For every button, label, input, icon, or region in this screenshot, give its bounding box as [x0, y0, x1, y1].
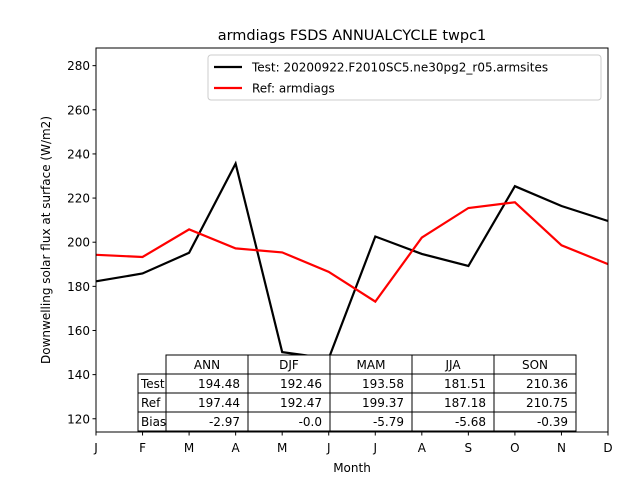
x-tick-label: M: [277, 441, 287, 455]
table-row-label: Ref: [141, 396, 161, 410]
x-tick-label: J: [372, 441, 377, 455]
x-tick-label: A: [418, 441, 427, 455]
table-cell-value: 187.18: [444, 396, 486, 410]
y-tick-label: 260: [67, 103, 90, 117]
x-tick-label: D: [603, 441, 612, 455]
x-tick-label: F: [139, 441, 146, 455]
table-cell-value: 210.36: [526, 377, 568, 391]
table-header-label: MAM: [357, 358, 386, 372]
table-cell-value: -0.0: [299, 415, 322, 429]
table-cell-value: 210.75: [526, 396, 568, 410]
y-tick-label: 240: [67, 147, 90, 161]
chart-title: armdiags FSDS ANNUALCYCLE twpc1: [218, 28, 487, 44]
y-tick-label: 220: [67, 192, 90, 206]
y-axis: 120 140 160 180 200 220 240 260 280: [67, 59, 96, 426]
series-line-0: [95, 160, 609, 360]
plot-frame: [95, 47, 609, 433]
x-tick-label: S: [465, 441, 473, 455]
y-tick-label: 200: [67, 236, 90, 250]
x-axis-label: Month: [333, 461, 371, 475]
y-axis-label: Downwelling solar flux at surface (W/m2): [39, 116, 53, 364]
y-tick-label: 180: [67, 280, 90, 294]
legend-label: Ref: armdiags: [252, 82, 335, 96]
table-cell-value: 192.47: [280, 396, 322, 410]
table-cell-value: 193.58: [362, 377, 404, 391]
y-tick-label: 120: [67, 412, 90, 426]
table-cell: [493, 411, 577, 432]
plot-lines: [95, 160, 609, 360]
x-tick-label: M: [184, 441, 194, 455]
table-cell-value: -2.97: [209, 415, 240, 429]
table-cell-value: -5.79: [373, 415, 404, 429]
x-tick-label: A: [232, 441, 241, 455]
table-header-label: JJA: [444, 358, 461, 372]
x-tick-label: O: [510, 441, 519, 455]
x-tick-label: J: [326, 441, 331, 455]
x-tick-label: N: [557, 441, 566, 455]
legend-box: [207, 54, 602, 101]
legend-label: Test: 20200922.F2010SC5.ne30pg2_r05.arms…: [251, 61, 548, 75]
y-tick-label: 280: [67, 59, 90, 73]
table-header-label: DJF: [279, 358, 299, 372]
table-cell-value: -5.68: [455, 415, 486, 429]
y-tick-label: 140: [67, 368, 90, 382]
table-cell-value: 199.37: [362, 396, 404, 410]
table-cell-value: 192.46: [280, 377, 322, 391]
table-row-label: Test: [140, 377, 165, 391]
table-header-label: ANN: [194, 358, 220, 372]
table-cell-value: 197.44: [198, 396, 240, 410]
table-row-label: Bias: [141, 415, 166, 429]
table-cell-value: 194.48: [198, 377, 240, 391]
x-tick-label: J: [93, 441, 98, 455]
table-header-label: SON: [522, 358, 548, 372]
y-tick-label: 160: [67, 324, 90, 338]
table-cell-value: 181.51: [444, 377, 486, 391]
series-line-1: [95, 201, 609, 304]
stats-table: ANN DJF MAM JJA SON Test 194.48 192.46 193.58 181…: [137, 354, 577, 432]
legend: Test: 20200922.F2010SC5.ne30pg2_r05.arms…: [207, 54, 602, 101]
table-cell-value: -0.39: [537, 415, 568, 429]
